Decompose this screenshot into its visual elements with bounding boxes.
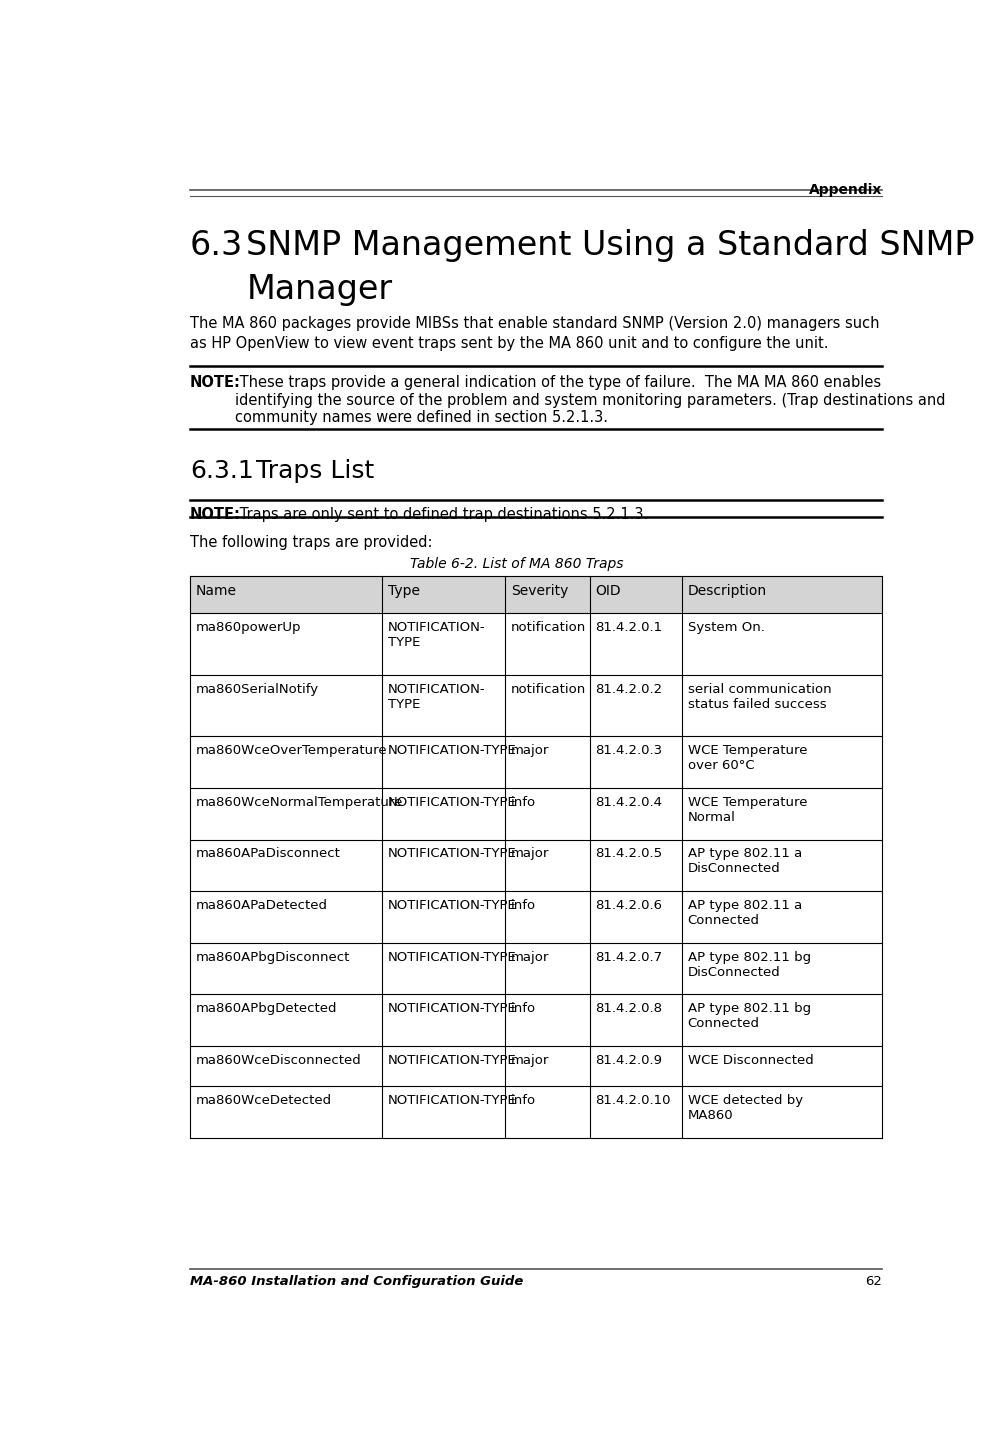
Text: 81.4.2.0.6: 81.4.2.0.6: [596, 898, 662, 911]
Text: 81.4.2.0.7: 81.4.2.0.7: [596, 951, 662, 964]
Text: These traps provide a general indication of the type of failure.  The MA MA 860 : These traps provide a general indication…: [235, 376, 946, 425]
Text: NOTIFICATION-TYPE: NOTIFICATION-TYPE: [388, 1002, 516, 1015]
Text: Name: Name: [196, 584, 237, 598]
Text: MA-860 Installation and Configuration Guide: MA-860 Installation and Configuration Gu…: [191, 1274, 523, 1287]
Text: SNMP Management Using a Standard SNMP: SNMP Management Using a Standard SNMP: [246, 229, 975, 262]
Text: 6.3: 6.3: [191, 229, 243, 262]
Text: The following traps are provided:: The following traps are provided:: [191, 534, 432, 549]
Text: ma860APbgDisconnect: ma860APbgDisconnect: [196, 951, 350, 964]
Text: Appendix: Appendix: [808, 182, 882, 197]
Text: ma860WceOverTemperature: ma860WceOverTemperature: [196, 744, 387, 757]
Text: AP type 802.11 bg
DisConnected: AP type 802.11 bg DisConnected: [687, 951, 810, 978]
Text: Severity: Severity: [511, 584, 569, 598]
Text: ma860powerUp: ma860powerUp: [196, 620, 301, 633]
Text: ma860WceNormalTemperature: ma860WceNormalTemperature: [196, 796, 403, 810]
Text: Table 6-2. List of MA 860 Traps: Table 6-2. List of MA 860 Traps: [410, 558, 623, 571]
Text: OID: OID: [596, 584, 621, 598]
Text: ma860WceDetected: ma860WceDetected: [196, 1093, 332, 1107]
Text: major: major: [511, 744, 549, 757]
Text: 81.4.2.0.5: 81.4.2.0.5: [596, 847, 662, 860]
Text: info: info: [511, 1093, 536, 1107]
Text: NOTIFICATION-TYPE: NOTIFICATION-TYPE: [388, 951, 516, 964]
Text: AP type 802.11 a
DisConnected: AP type 802.11 a DisConnected: [687, 847, 802, 875]
Text: notification: notification: [511, 620, 586, 633]
Text: WCE Disconnected: WCE Disconnected: [687, 1054, 813, 1067]
Text: 62: 62: [865, 1274, 882, 1287]
Text: major: major: [511, 951, 549, 964]
Text: NOTIFICATION-TYPE: NOTIFICATION-TYPE: [388, 898, 516, 911]
Text: WCE Temperature
over 60°C: WCE Temperature over 60°C: [687, 744, 807, 772]
Bar: [191, 577, 882, 613]
Text: NOTE:: NOTE:: [191, 376, 241, 390]
Text: Manager: Manager: [246, 274, 392, 306]
Text: info: info: [511, 898, 536, 911]
Text: ma860APbgDetected: ma860APbgDetected: [196, 1002, 337, 1015]
Text: AP type 802.11 a
Connected: AP type 802.11 a Connected: [687, 898, 802, 927]
Text: NOTIFICATION-TYPE: NOTIFICATION-TYPE: [388, 1054, 516, 1067]
Text: ma860WceDisconnected: ma860WceDisconnected: [196, 1054, 361, 1067]
Text: AP type 802.11 bg
Connected: AP type 802.11 bg Connected: [687, 1002, 810, 1029]
Text: NOTIFICATION-TYPE: NOTIFICATION-TYPE: [388, 744, 516, 757]
Text: info: info: [511, 796, 536, 810]
Text: as HP OpenView to view event traps sent by the MA 860 unit and to configure the : as HP OpenView to view event traps sent …: [191, 336, 829, 351]
Text: NOTIFICATION-
TYPE: NOTIFICATION- TYPE: [388, 620, 486, 649]
Text: Traps are only sent to defined trap destinations 5.2.1.3.: Traps are only sent to defined trap dest…: [235, 507, 648, 521]
Text: serial communication
status failed success: serial communication status failed succe…: [687, 683, 832, 711]
Text: major: major: [511, 847, 549, 860]
Text: WCE detected by
MA860: WCE detected by MA860: [687, 1093, 802, 1123]
Text: NOTIFICATION-TYPE: NOTIFICATION-TYPE: [388, 796, 516, 810]
Text: System On.: System On.: [687, 620, 765, 633]
Text: ma860APaDetected: ma860APaDetected: [196, 898, 328, 911]
Text: 81.4.2.0.9: 81.4.2.0.9: [596, 1054, 662, 1067]
Text: The MA 860 packages provide MIBSs that enable standard SNMP (Version 2.0) manage: The MA 860 packages provide MIBSs that e…: [191, 316, 880, 331]
Text: NOTE:: NOTE:: [191, 507, 241, 521]
Text: 81.4.2.0.2: 81.4.2.0.2: [596, 683, 662, 696]
Text: NOTIFICATION-TYPE: NOTIFICATION-TYPE: [388, 847, 516, 860]
Text: info: info: [511, 1002, 536, 1015]
Text: 81.4.2.0.4: 81.4.2.0.4: [596, 796, 662, 810]
Text: 81.4.2.0.8: 81.4.2.0.8: [596, 1002, 662, 1015]
Text: Description: Description: [687, 584, 767, 598]
Text: notification: notification: [511, 683, 586, 696]
Text: 6.3.1: 6.3.1: [191, 460, 254, 483]
Text: ma860APaDisconnect: ma860APaDisconnect: [196, 847, 341, 860]
Text: NOTIFICATION-
TYPE: NOTIFICATION- TYPE: [388, 683, 486, 711]
Text: 81.4.2.0.10: 81.4.2.0.10: [596, 1093, 671, 1107]
Text: major: major: [511, 1054, 549, 1067]
Text: 81.4.2.0.1: 81.4.2.0.1: [596, 620, 662, 633]
Text: ma860SerialNotify: ma860SerialNotify: [196, 683, 319, 696]
Text: Traps List: Traps List: [256, 460, 375, 483]
Text: Type: Type: [388, 584, 419, 598]
Text: 81.4.2.0.3: 81.4.2.0.3: [596, 744, 662, 757]
Text: NOTIFICATION-TYPE: NOTIFICATION-TYPE: [388, 1093, 516, 1107]
Text: WCE Temperature
Normal: WCE Temperature Normal: [687, 796, 807, 824]
